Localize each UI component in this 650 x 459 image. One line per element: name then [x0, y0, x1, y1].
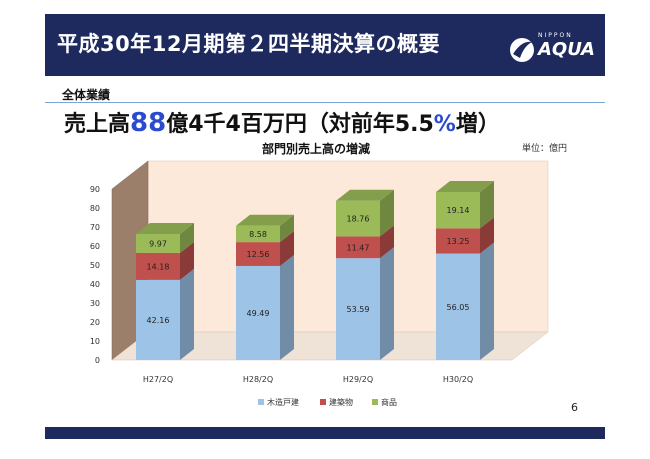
- company-logo: NIPPON AQUA: [508, 32, 598, 68]
- data-label: 42.16: [147, 316, 170, 325]
- y-tick-label: 80: [90, 204, 100, 213]
- bar-side: [380, 189, 394, 237]
- bar-segment: [236, 265, 280, 360]
- legend-swatch: [372, 399, 378, 405]
- bar-segment: [136, 252, 180, 280]
- headline-suffix: 増）: [455, 112, 500, 137]
- headline-highlight: 88: [130, 108, 167, 138]
- y-tick-label: 70: [90, 223, 100, 232]
- page-title: 平成30年12月期第２四半期決算の概要: [57, 32, 440, 56]
- data-label: 19.14: [447, 206, 470, 215]
- headline-prefix: 売上高: [64, 112, 131, 137]
- bar-side: [180, 241, 194, 280]
- y-tick-label: 10: [90, 337, 100, 346]
- headline-middle: 億4千4百万円（対前年5.5: [166, 112, 434, 137]
- bar-segment: [436, 228, 480, 254]
- bar-top: [436, 180, 494, 192]
- data-label: 49.49: [247, 309, 270, 318]
- header-bar: 平成30年12月期第２四半期決算の概要 NIPPON AQUA: [45, 14, 605, 76]
- divider: [45, 102, 605, 103]
- y-tick-label: 30: [90, 299, 100, 308]
- bar-side: [380, 225, 394, 259]
- bar-side: [280, 231, 294, 266]
- y-tick-label: 0: [95, 356, 100, 365]
- bar-segment: [336, 200, 380, 237]
- bar-top: [136, 223, 194, 235]
- legend-label: 建築物: [329, 397, 353, 407]
- bar-side: [480, 217, 494, 254]
- bar-segment: [236, 242, 280, 266]
- x-tick-label: H29/2Q: [343, 375, 373, 384]
- footer-bar: [45, 427, 605, 439]
- y-tick-label: 90: [90, 185, 100, 194]
- data-label: 53.59: [347, 305, 370, 314]
- data-label: 14.18: [147, 262, 170, 271]
- bar-side: [180, 268, 194, 360]
- x-tick-label: H28/2Q: [243, 375, 273, 384]
- bar-side: [280, 214, 294, 243]
- data-label: 12.56: [247, 250, 270, 259]
- logo-subtext: NIPPON: [538, 32, 573, 39]
- data-label: 56.05: [447, 303, 470, 312]
- bar-segment: [136, 234, 180, 253]
- data-label: 18.76: [347, 215, 370, 224]
- bar-side: [480, 242, 494, 360]
- legend-swatch: [320, 399, 326, 405]
- bar-segment: [136, 279, 180, 360]
- y-tick-label: 20: [90, 318, 100, 327]
- bar-top: [236, 214, 294, 226]
- y-tick-label: 60: [90, 242, 100, 251]
- bar-segment: [336, 258, 380, 360]
- headline-percent: %: [433, 112, 456, 137]
- y-tick-label: 40: [90, 280, 100, 289]
- unit-label: 単位：億円: [522, 144, 568, 154]
- section-label: 全体業績: [62, 88, 111, 102]
- data-label: 9.97: [149, 239, 167, 248]
- logo-text: AQUA: [538, 39, 595, 60]
- legend-swatch: [258, 399, 264, 405]
- x-tick-label: H27/2Q: [143, 375, 173, 384]
- headline: 売上高88億4千4百万円（対前年5.5%増）: [64, 106, 500, 138]
- y-tick-label: 50: [90, 261, 100, 270]
- logo-icon: [510, 38, 534, 62]
- bar-segment: [236, 225, 280, 243]
- data-label: 11.47: [347, 243, 370, 252]
- data-label: 13.25: [447, 237, 470, 246]
- bar-side: [480, 180, 494, 229]
- bar-side: [180, 223, 194, 253]
- bar-segment: [436, 253, 480, 360]
- bar-side: [280, 254, 294, 360]
- bar-top: [336, 189, 394, 201]
- data-label: 8.58: [249, 230, 267, 239]
- legend-label: 木造戸建: [267, 397, 299, 407]
- page-number: 6: [571, 401, 578, 414]
- x-tick-label: H30/2Q: [443, 375, 473, 384]
- chart-title: 部門別売上高の増減: [262, 142, 371, 156]
- bar-side: [380, 247, 394, 360]
- bar-segment: [436, 191, 480, 229]
- legend-label: 商品: [381, 397, 397, 407]
- bar-segment: [336, 236, 380, 259]
